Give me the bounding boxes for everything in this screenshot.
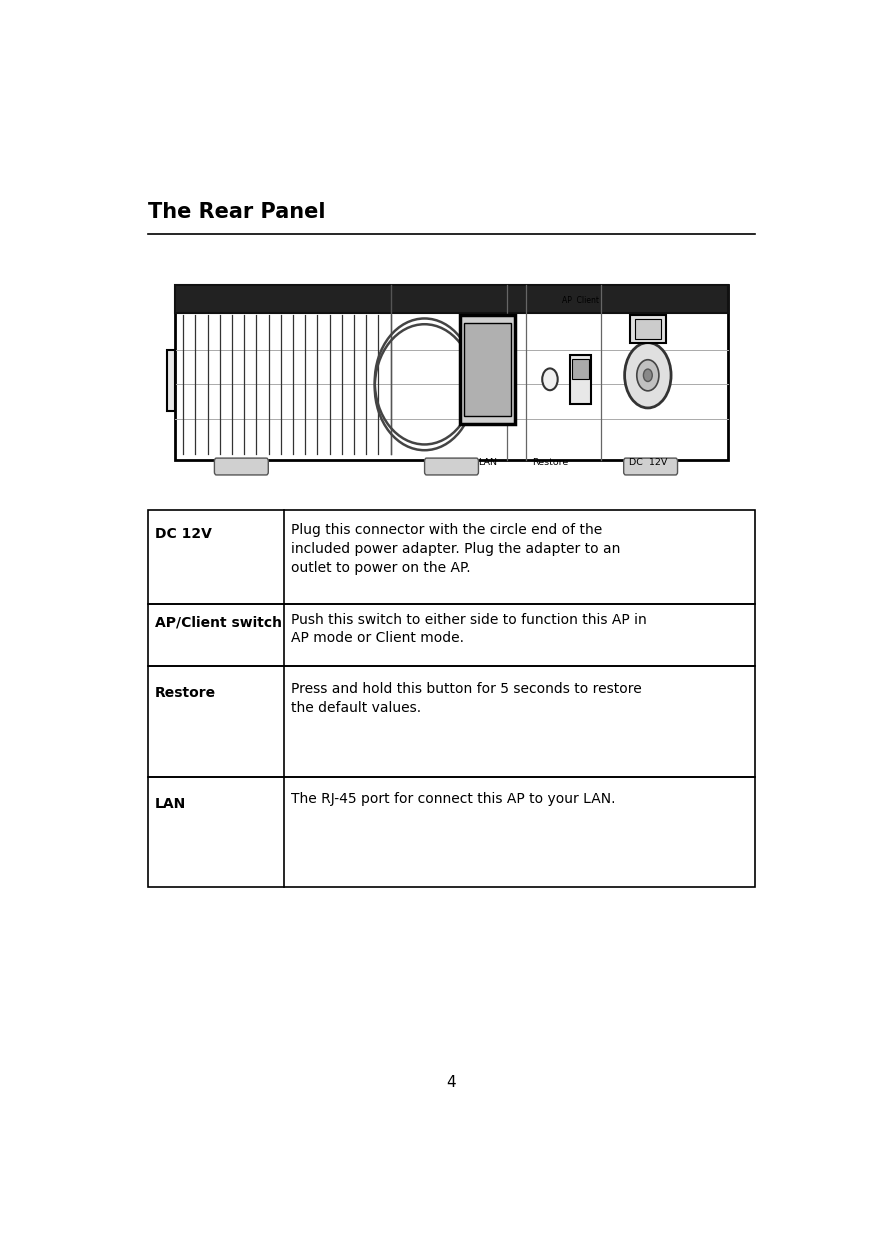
FancyBboxPatch shape	[624, 458, 677, 475]
Bar	[148, 777, 755, 887]
Circle shape	[542, 368, 558, 390]
Bar	[148, 510, 755, 604]
Text: AP/Client switch: AP/Client switch	[154, 615, 282, 628]
Text: LAN: LAN	[478, 458, 497, 466]
Bar	[572, 359, 589, 379]
Circle shape	[643, 369, 652, 382]
Text: The Rear Panel: The Rear Panel	[148, 202, 325, 222]
Bar	[570, 355, 591, 404]
Text: AP  Client: AP Client	[562, 296, 599, 304]
Circle shape	[625, 343, 671, 408]
Text: Press and hold this button for 5 seconds to restore
the default values.: Press and hold this button for 5 seconds…	[291, 682, 642, 715]
Bar	[175, 284, 728, 313]
Bar	[148, 666, 755, 777]
Text: Restore: Restore	[532, 458, 568, 466]
Bar	[148, 604, 755, 666]
Text: 4: 4	[447, 1075, 456, 1090]
Bar	[635, 319, 661, 339]
Text: Plug this connector with the circle end of the
included power adapter. Plug the : Plug this connector with the circle end …	[291, 522, 620, 575]
Bar	[630, 314, 666, 343]
Text: The RJ-45 port for connect this AP to your LAN.: The RJ-45 port for connect this AP to yo…	[291, 792, 616, 806]
Text: LAN: LAN	[154, 797, 186, 811]
Circle shape	[637, 359, 659, 390]
Bar	[460, 314, 515, 424]
Bar	[167, 350, 175, 410]
Text: DC 12V: DC 12V	[154, 526, 211, 541]
Bar	[463, 323, 511, 415]
FancyBboxPatch shape	[425, 458, 478, 475]
Bar	[175, 284, 728, 460]
Text: Restore: Restore	[154, 686, 216, 700]
Text: DC  12V: DC 12V	[629, 458, 667, 466]
Text: Push this switch to either side to function this AP in
AP mode or Client mode.: Push this switch to either side to funct…	[291, 612, 647, 646]
FancyBboxPatch shape	[214, 458, 269, 475]
